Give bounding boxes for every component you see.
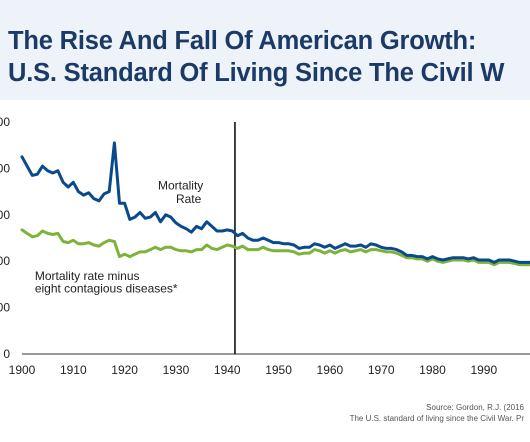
y-tick-label: 0 bbox=[3, 347, 10, 361]
x-tick-label: 1930 bbox=[163, 363, 190, 377]
annotation-label: Mortality bbox=[158, 178, 203, 192]
y-tick-label: 00 bbox=[0, 161, 10, 175]
y-axis-tick-labels: 00000000000 bbox=[0, 115, 10, 361]
x-tick-label: 1950 bbox=[265, 363, 292, 377]
y-tick-label: 00 bbox=[0, 254, 10, 268]
x-tick-label: 1980 bbox=[419, 363, 446, 377]
series-layer bbox=[20, 141, 530, 267]
x-tick-label: 1970 bbox=[368, 363, 395, 377]
y-tick-label: 00 bbox=[0, 301, 10, 315]
annotation-label: eight contagious diseases* bbox=[35, 282, 178, 296]
x-tick-label: 1940 bbox=[214, 363, 241, 377]
y-tick-label: 00 bbox=[0, 208, 10, 222]
series-line-adjusted bbox=[20, 228, 530, 267]
series-line-mortality bbox=[20, 141, 530, 264]
chart-title-line-2: U.S. Standard Of Living Since The Civil … bbox=[8, 59, 505, 87]
header-banner: The Rise And Fall Of American Growth: U.… bbox=[0, 0, 530, 100]
annotation-label: Rate bbox=[176, 192, 202, 206]
annotation-label: Mortality rate minus bbox=[35, 269, 140, 283]
x-tick-label: 1990 bbox=[470, 363, 497, 377]
source-line-1: Source: Gordon, R.J. (2016 bbox=[426, 403, 524, 412]
x-tick-label: 1920 bbox=[111, 363, 138, 377]
chart-title-line-1: The Rise And Fall Of American Growth: bbox=[8, 27, 477, 55]
source-line-2: The U.S. standard of living since the Ci… bbox=[349, 414, 524, 423]
y-tick-label: 00 bbox=[0, 115, 10, 129]
x-tick-label: 1910 bbox=[60, 363, 87, 377]
x-axis-tick-labels: 1900 1910 1920 1930 1940 1950 1960 1970 1980 1990 bbox=[9, 363, 498, 377]
x-tick-label: 1960 bbox=[317, 363, 344, 377]
x-tick-label: 1900 bbox=[9, 363, 36, 377]
